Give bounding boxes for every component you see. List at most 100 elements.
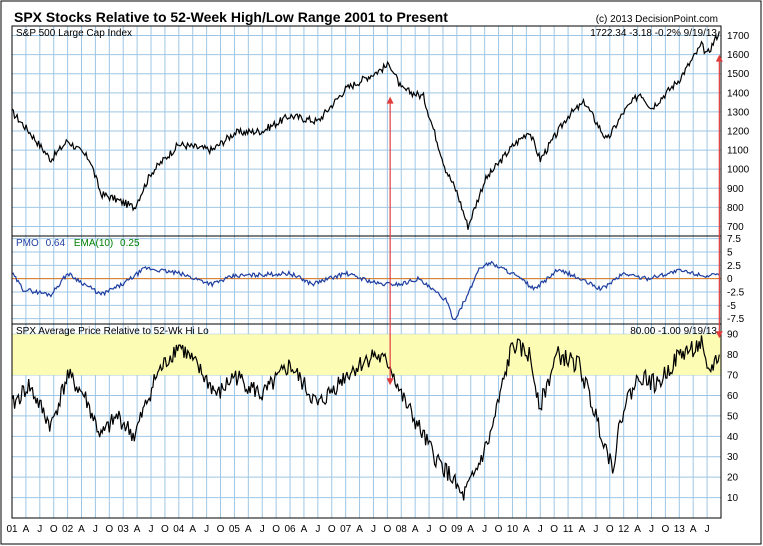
hilo-y-tick-label: 30: [727, 452, 739, 463]
price-y-tick-label: 1200: [727, 127, 750, 138]
pmo-y-tick-label: -2.5: [727, 288, 745, 299]
x-tick-label: A: [301, 524, 308, 535]
hilo-series-line: [11, 335, 720, 501]
x-tick-label: 10: [507, 524, 519, 535]
pmo-label: PMO: [16, 238, 39, 249]
x-tick-label: O: [662, 524, 670, 535]
x-tick-label: 12: [618, 524, 630, 535]
hilo-y-tick-label: 20: [727, 473, 739, 484]
x-tick-label: A: [690, 524, 697, 535]
pmo-value: 0.64: [46, 238, 66, 249]
x-tick-label: J: [37, 524, 42, 535]
price-y-tick-label: 1100: [727, 146, 749, 157]
x-tick-label: A: [78, 524, 85, 535]
ema-value: 0.25: [120, 238, 140, 249]
x-tick-label: O: [272, 524, 280, 535]
grid-layer: [11, 26, 721, 518]
pmo-y-tick-label: -5: [727, 301, 736, 312]
price-readout: 1722.34 -3.18 -0.2% 9/19/13: [590, 28, 717, 39]
arrow-head-down: [386, 378, 394, 386]
ema-label: EMA(10): [74, 238, 113, 249]
x-tick-label: A: [579, 524, 586, 535]
hilo-panel-label: SPX Average Price Relative to 52-Wk Hi L…: [16, 326, 209, 337]
price-series-line: [11, 31, 720, 230]
x-tick-label: O: [105, 524, 113, 535]
x-tick-label: A: [356, 524, 363, 535]
x-tick-label: 03: [118, 524, 130, 535]
x-tick-label: O: [50, 524, 58, 535]
x-tick-label: A: [523, 524, 530, 535]
x-tick-label: J: [538, 524, 543, 535]
hilo-y-tick-label: 40: [727, 432, 739, 443]
x-tick-label: A: [245, 524, 252, 535]
x-tick-label: 06: [284, 524, 296, 535]
pmo-y-tick-label: 5: [727, 248, 733, 259]
arrow-head-down: [715, 331, 723, 339]
x-tick-label: O: [606, 524, 614, 535]
x-tick-label: J: [482, 524, 487, 535]
copyright-text: (c) 2013 DecisionPoint.com: [596, 14, 718, 25]
hilo-y-tick-label: 80: [727, 350, 739, 361]
pmo-legend: PMO 0.64 EMA(10) 0.25: [16, 238, 140, 249]
x-tick-label: 05: [229, 524, 241, 535]
x-tick-label: A: [412, 524, 419, 535]
price-panel-label: S&P 500 Large Cap Index: [16, 28, 132, 39]
x-tick-label: J: [149, 524, 154, 535]
x-tick-label: 11: [563, 524, 574, 535]
x-tick-label: 08: [396, 524, 408, 535]
hilo-y-tick-label: 70: [727, 371, 739, 382]
x-tick-label: 01: [6, 524, 18, 535]
x-tick-label: O: [328, 524, 336, 535]
x-tick-label: A: [467, 524, 474, 535]
pmo-series-line: [11, 260, 720, 321]
x-tick-label: A: [23, 524, 30, 535]
chart-title: SPX Stocks Relative to 52-Week High/Low …: [14, 9, 448, 25]
hilo-panel-frame: [11, 323, 722, 519]
hilo-y-tick-label: 90: [727, 330, 739, 341]
axis-layer: 01 A J O 02 A J O 03 A J O 04 A J O 05 A J O 06 A J O 07 A J O 08 A J O…: [6, 31, 749, 535]
arrow-layer: [386, 54, 723, 386]
x-tick-label: O: [495, 524, 503, 535]
x-tick-label: 13: [674, 524, 686, 535]
x-tick-label: 09: [451, 524, 463, 535]
x-tick-label: A: [634, 524, 641, 535]
arrow-head-up: [386, 96, 394, 104]
pmo-y-tick-label: 7.5: [727, 234, 741, 245]
x-tick-label: J: [705, 524, 710, 535]
x-tick-label: O: [550, 524, 558, 535]
price-y-tick-label: 700: [727, 222, 744, 233]
x-tick-label: O: [217, 524, 225, 535]
series-layer: [11, 31, 720, 501]
x-tick-label: J: [371, 524, 376, 535]
hilo-y-tick-label: 10: [727, 493, 739, 504]
x-tick-label: 04: [173, 524, 185, 535]
x-tick-label: A: [134, 524, 141, 535]
x-tick-label: A: [189, 524, 196, 535]
x-tick-label: O: [161, 524, 169, 535]
hilo-readout: 80.00 -1.00 9/19/13: [630, 326, 717, 337]
x-tick-label: J: [427, 524, 432, 535]
price-y-tick-label: 1500: [727, 69, 750, 80]
x-tick-label: J: [260, 524, 265, 535]
pmo-y-tick-label: -7.5: [727, 314, 745, 325]
x-tick-label: J: [593, 524, 598, 535]
pmo-y-tick-label: 2.5: [727, 261, 741, 272]
hilo-y-tick-label: 50: [727, 411, 739, 422]
pmo-y-tick-label: 0: [727, 274, 733, 285]
x-tick-label: 02: [62, 524, 74, 535]
x-tick-label: J: [93, 524, 98, 535]
x-tick-label: O: [439, 524, 447, 535]
arrow-head-up: [715, 54, 723, 62]
x-tick-label: 07: [340, 524, 352, 535]
x-tick-label: J: [204, 524, 209, 535]
x-tick-label: J: [315, 524, 320, 535]
x-tick-label: J: [649, 524, 654, 535]
price-y-tick-label: 900: [727, 184, 744, 195]
price-y-tick-label: 1700: [727, 31, 750, 42]
x-tick-label: O: [383, 524, 391, 535]
price-y-tick-label: 800: [727, 203, 744, 214]
price-y-tick-label: 1300: [727, 107, 750, 118]
price-y-tick-label: 1000: [727, 165, 750, 176]
